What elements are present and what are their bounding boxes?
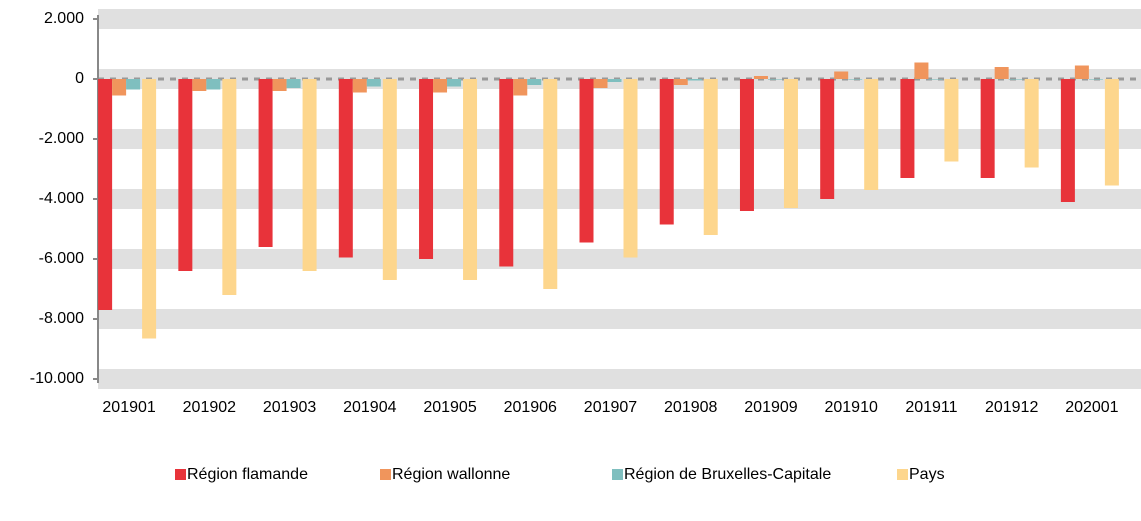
- legend-swatch: [380, 469, 391, 480]
- y-tick-label: -8.000: [39, 310, 84, 327]
- bar: [272, 79, 287, 91]
- bar: [834, 71, 849, 79]
- bar: [527, 79, 542, 85]
- bar: [382, 79, 397, 280]
- bar: [659, 79, 674, 225]
- y-tick-label: -2.000: [39, 130, 84, 147]
- x-tick-label: 201912: [985, 399, 1038, 416]
- bar: [1104, 79, 1119, 186]
- y-tick-label: 0: [75, 70, 84, 87]
- bar: [1024, 79, 1039, 168]
- bar: [112, 79, 127, 96]
- bar: [286, 79, 301, 88]
- bar: [994, 67, 1009, 79]
- bar: [1008, 79, 1023, 80]
- legend-swatch: [897, 469, 908, 480]
- x-tick-label: 201902: [183, 399, 236, 416]
- bar: [703, 79, 718, 235]
- bar: [338, 79, 353, 258]
- bar: [900, 79, 915, 178]
- bar: [352, 79, 367, 93]
- bar: [302, 79, 317, 271]
- bar: [126, 79, 141, 90]
- bar: [980, 79, 995, 178]
- bar: [1088, 79, 1103, 80]
- y-tick-label: -4.000: [39, 190, 84, 207]
- x-tick-label: 201903: [263, 399, 316, 416]
- bar: [447, 79, 462, 87]
- bar: [366, 79, 381, 87]
- bar: [513, 79, 528, 96]
- bar: [944, 79, 959, 162]
- bar: [419, 79, 434, 259]
- x-tick-label: 201904: [343, 399, 396, 416]
- x-tick-label: 201905: [423, 399, 476, 416]
- bar: [607, 79, 622, 82]
- bar: [579, 79, 594, 243]
- legend-label: Région flamande: [187, 466, 308, 483]
- bar: [767, 79, 782, 80]
- y-tick-label: 2.000: [44, 10, 84, 27]
- bar: [1074, 65, 1089, 79]
- x-tick-label: 201909: [744, 399, 797, 416]
- bar: [543, 79, 558, 289]
- bar: [1060, 79, 1075, 202]
- bar: [98, 79, 113, 310]
- bar: [142, 79, 157, 339]
- bar: [499, 79, 514, 267]
- x-tick-label: 201911: [905, 399, 957, 416]
- bar: [914, 62, 929, 79]
- bar: [258, 79, 273, 247]
- x-tick-label: 201906: [504, 399, 557, 416]
- x-tick-label: 201907: [584, 399, 637, 416]
- x-tick-label: 201901: [102, 399, 155, 416]
- bar: [463, 79, 478, 280]
- legend-swatch: [612, 469, 623, 480]
- legend-swatch: [175, 469, 186, 480]
- bar: [739, 79, 754, 211]
- legend-label: Région wallonne: [392, 466, 510, 483]
- bar: [753, 76, 768, 79]
- bar: [820, 79, 835, 199]
- legend-label: Pays: [909, 466, 945, 483]
- bar: [206, 79, 221, 90]
- bar: [433, 79, 448, 93]
- bar: [673, 79, 688, 85]
- y-tick-label: -10.000: [30, 370, 84, 387]
- x-tick-label: 202001: [1065, 399, 1118, 416]
- bar: [222, 79, 237, 295]
- legend-label: Région de Bruxelles-Capitale: [624, 466, 831, 483]
- bar: [623, 79, 638, 258]
- bar: [848, 79, 863, 80]
- bar: [783, 79, 798, 208]
- bar: [928, 79, 943, 80]
- bar: [593, 79, 608, 88]
- bar: [687, 79, 702, 81]
- x-tick-label: 201910: [824, 399, 877, 416]
- bar: [178, 79, 193, 271]
- bar: [192, 79, 207, 91]
- bar: [864, 79, 879, 190]
- y-tick-label: -6.000: [39, 250, 84, 267]
- x-tick-label: 201908: [664, 399, 717, 416]
